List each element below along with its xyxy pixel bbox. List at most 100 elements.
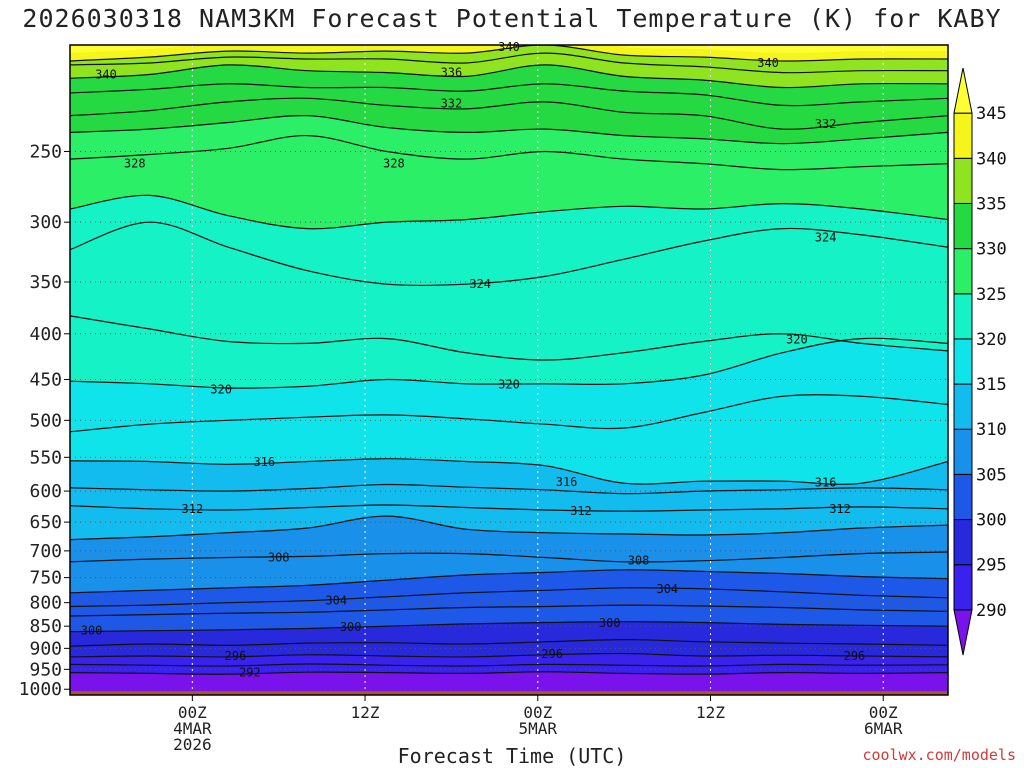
- contour-label-320-2: 320: [786, 333, 808, 347]
- x-tick-label-30-1: 5MAR: [519, 719, 558, 738]
- colorbar-label-335: 335: [976, 194, 1007, 214]
- contour-label-340-0: 340: [95, 67, 117, 81]
- colorbar: 290 295 300 305 310 315 320 325 330 335 340 345: [953, 67, 1007, 656]
- contour-label-316-0: 316: [253, 455, 275, 469]
- x-tick-label-6-2: 2026: [173, 735, 212, 754]
- contour-line-308: [70, 551, 948, 563]
- contour-line-312: [70, 504, 948, 512]
- x-tick-label-18-0: 12Z: [351, 703, 380, 722]
- contour-label-296-1: 296: [541, 647, 563, 661]
- contour-line-334: [70, 83, 948, 107]
- y-tick-label-900: 900: [29, 638, 62, 659]
- contour-label-304-1: 304: [656, 582, 678, 596]
- fill-band-top: [70, 45, 948, 54]
- contour-line-336: [70, 64, 948, 89]
- y-tick-label-950: 950: [29, 659, 62, 680]
- colorbar-swatch-7: [953, 293, 973, 340]
- contour-label-312-1: 312: [570, 504, 592, 518]
- contour-label-296-0: 296: [225, 649, 247, 663]
- ground-band: [70, 691, 948, 695]
- y-tick-label-1000: 1000: [19, 679, 62, 700]
- filled-contour-layer: [70, 45, 948, 695]
- contour-label-304-0: 304: [325, 594, 347, 608]
- contour-label-324-1: 324: [815, 230, 837, 244]
- contour-label-312-0: 312: [182, 502, 204, 516]
- contour-label-300-2: 300: [599, 616, 621, 630]
- contour-line-314: [70, 483, 948, 495]
- contour-label-340-1: 340: [498, 40, 520, 54]
- contour-line-layer: [70, 45, 948, 675]
- contour-label-324-0: 324: [469, 277, 491, 291]
- contour-line-326: [70, 194, 948, 230]
- x-tick-label-6-0: 00Z: [178, 703, 207, 722]
- contour-line-298: [70, 638, 948, 647]
- colorbar-label-295: 295: [976, 556, 1007, 576]
- colorbar-label-305: 305: [976, 465, 1007, 485]
- y-tick-label-500: 500: [29, 410, 62, 431]
- colorbar-swatch-8: [953, 248, 973, 295]
- plot-frame: [69, 44, 949, 696]
- colorbar-swatch-3: [953, 473, 973, 521]
- contour-line-318: [70, 394, 948, 433]
- contour-line-330: [70, 115, 948, 145]
- contour-label-328-0: 328: [124, 157, 146, 171]
- colorbar-label-290: 290: [976, 601, 1007, 621]
- colorbar-label-300: 300: [976, 511, 1007, 531]
- colorbar-arrow-low: [953, 609, 973, 656]
- contour-label-336-0: 336: [441, 66, 463, 80]
- contour-line-322: [70, 315, 948, 361]
- y-tick-label-450: 450: [29, 369, 62, 390]
- contour-label-300-0: 300: [81, 624, 103, 638]
- contour-line-320: [70, 337, 948, 389]
- contour-label-332-1: 332: [815, 117, 837, 131]
- x-tick-label-42-0: 12Z: [696, 703, 725, 722]
- contour-label-320-0: 320: [210, 383, 232, 397]
- colorbar-swatch-1: [953, 564, 973, 611]
- contour-line-296: [70, 652, 948, 658]
- y-tick-label-850: 850: [29, 616, 62, 637]
- colorbar-label-310: 310: [976, 420, 1007, 440]
- colorbar-label-345: 345: [976, 104, 1007, 124]
- colorbar-label-330: 330: [976, 240, 1007, 260]
- site-credit[interactable]: coolwx.com/models: [862, 746, 1016, 764]
- contour-label-316-1: 316: [556, 475, 578, 489]
- gridlines: [70, 45, 948, 695]
- x-axis-title: Forecast Time (UTC): [397, 744, 627, 768]
- colorbar-swatch-4: [953, 428, 973, 475]
- x-tick-label-54-0: 00Z: [869, 703, 898, 722]
- colorbar-swatch-5: [953, 383, 973, 430]
- y-tick-label-600: 600: [29, 481, 62, 502]
- colorbar-arrow-high: [953, 67, 973, 114]
- contour-line-310: [70, 515, 948, 541]
- y-tick-label-300: 300: [29, 212, 62, 233]
- colorbar-swatch-9: [953, 202, 973, 250]
- contour-line-306: [70, 569, 948, 594]
- y-tick-label-550: 550: [29, 447, 62, 468]
- contour-line-316: [70, 458, 948, 485]
- y-tick-label-400: 400: [29, 324, 62, 345]
- colorbar-label-340: 340: [976, 149, 1007, 169]
- contour-label-308-1: 308: [628, 554, 650, 568]
- contour-label-312-2: 312: [829, 502, 851, 516]
- contour-label-308-0: 308: [268, 550, 290, 564]
- contour-line-302: [70, 604, 948, 617]
- chart-title: 2026030318 NAM3KM Forecast Potential Tem…: [22, 4, 1002, 33]
- contour-label-316-2: 316: [815, 476, 837, 490]
- y-tick-label-350: 350: [29, 272, 62, 293]
- x-tick-label-6-1: 4MAR: [173, 719, 212, 738]
- y-tick-label-800: 800: [29, 593, 62, 614]
- y-tick-label-700: 700: [29, 541, 62, 562]
- y-axis: 2503003504004505005506006507007508008509…: [19, 141, 70, 700]
- x-tick-label-30-0: 00Z: [523, 703, 552, 722]
- colorbar-swatch-6: [953, 338, 973, 385]
- colorbar-swatch-10: [953, 157, 973, 204]
- contour-label-340-2: 340: [757, 56, 779, 70]
- contour-label-332-0: 332: [441, 97, 463, 111]
- contour-label-292-0: 292: [239, 666, 261, 680]
- contour-line-332: [70, 97, 948, 130]
- colorbar-label-325: 325: [976, 285, 1007, 305]
- contour-line-294: [70, 663, 948, 667]
- contour-line-338: [70, 52, 948, 74]
